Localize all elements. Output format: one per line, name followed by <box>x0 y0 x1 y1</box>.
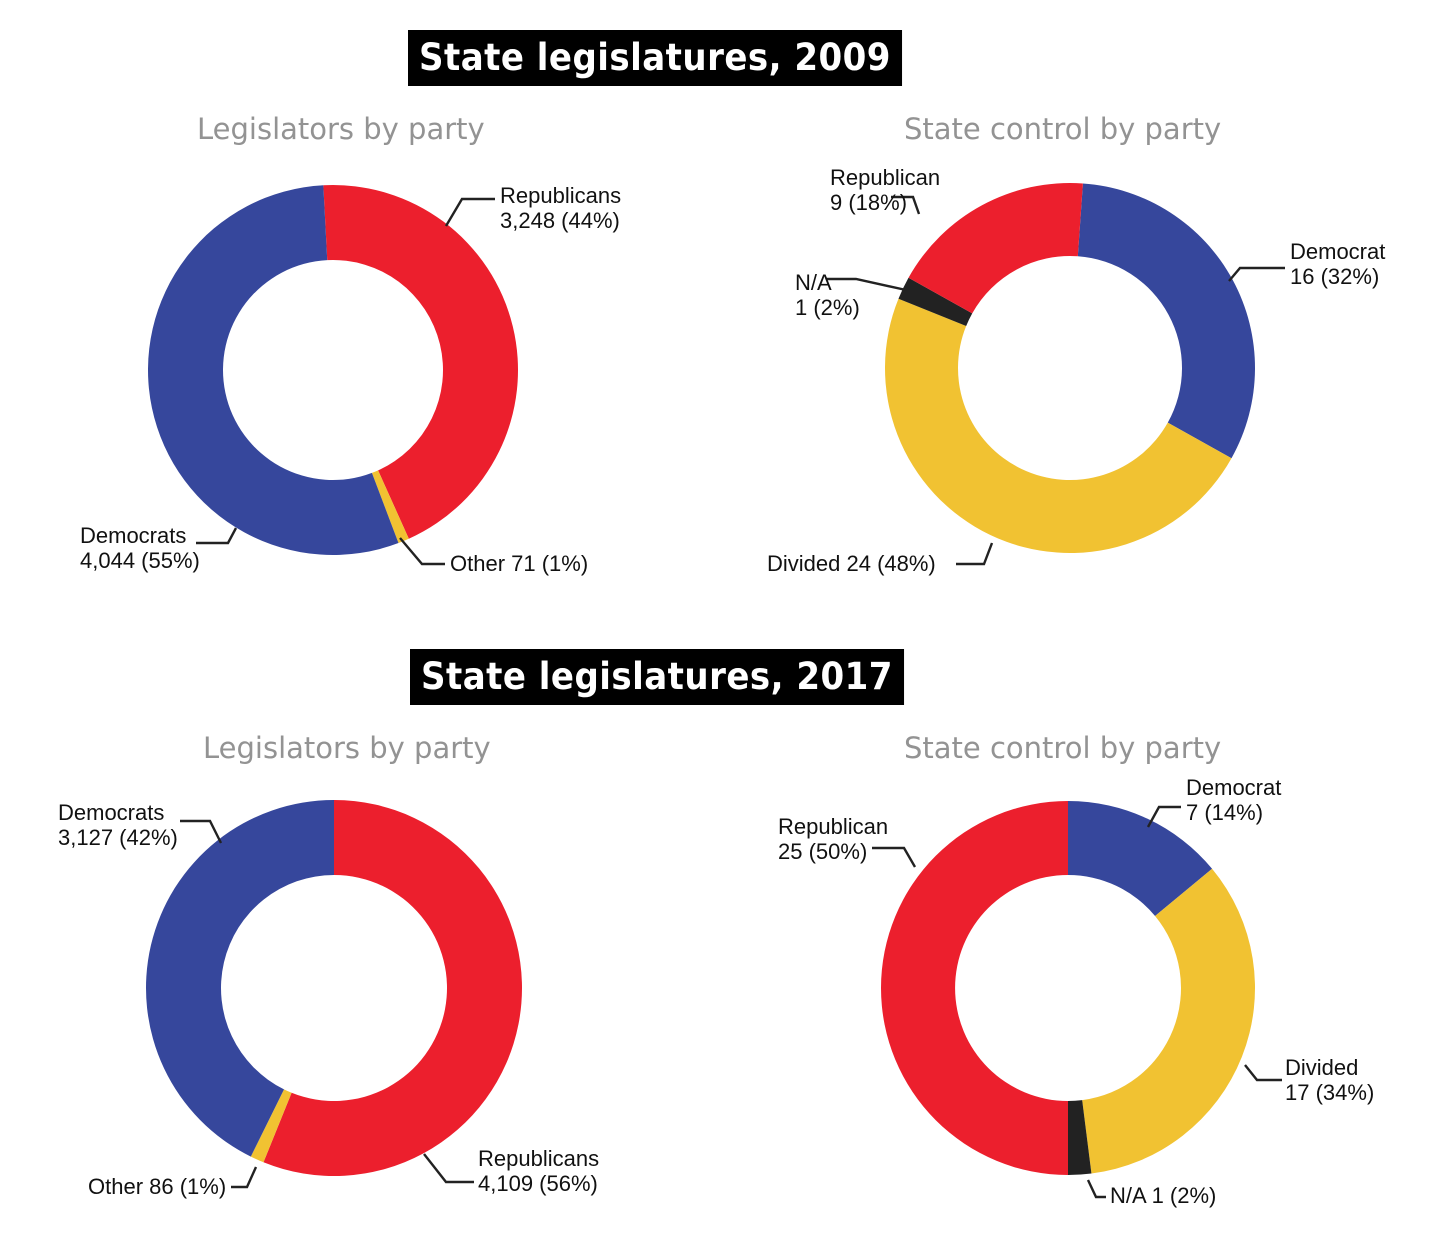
data-label-democrat: Democrat 16 (32%) <box>1290 239 1385 289</box>
data-label-name: Divided 24 (48%) <box>767 551 936 576</box>
data-label-value: 25 (50%) <box>778 839 867 864</box>
data-label-value: 3,127 (42%) <box>58 825 178 850</box>
data-label-value: 1 (2%) <box>795 295 860 320</box>
data-label-democrats: Democrats 4,044 (55%) <box>80 523 200 573</box>
data-label-value: 4,109 (56%) <box>478 1171 598 1196</box>
data-label-name: Republicans <box>478 1146 599 1171</box>
data-label-other: Other 71 (1%) <box>450 551 588 576</box>
leader-line-democrat <box>1228 266 1285 282</box>
data-label-other: Other 86 (1%) <box>88 1174 226 1199</box>
section-banner-2017: State legislatures, 2017 <box>410 649 904 705</box>
leader-line-n-a <box>1086 1179 1106 1199</box>
donut-slice-other <box>371 470 409 544</box>
data-label-name: Democrats <box>80 523 186 548</box>
donut-slice-divided <box>1082 868 1255 1174</box>
data-label-name: Republican <box>778 814 888 839</box>
data-label-value: 9 (18%) <box>830 190 907 215</box>
data-label-value: 4,044 (55%) <box>80 548 200 573</box>
data-label-name: Democrats <box>58 800 164 825</box>
leader-line-republican <box>872 846 917 868</box>
data-label-name: Republican <box>830 165 940 190</box>
data-label-republican: Republican 25 (50%) <box>778 814 888 864</box>
data-label-value: 16 (32%) <box>1290 264 1379 289</box>
data-label-name: Democrat <box>1186 775 1281 800</box>
section-banner-2009: State legislatures, 2009 <box>408 30 902 86</box>
data-label-name: N/A 1 (2%) <box>1110 1183 1216 1208</box>
leader-line-republicans <box>423 1153 474 1184</box>
data-label-name: Democrat <box>1290 239 1385 264</box>
data-label-name: Other 71 (1%) <box>450 551 588 576</box>
donut-slice-republican <box>881 801 1068 1175</box>
leader-line-divided <box>1244 1064 1282 1082</box>
data-label-divided: Divided 24 (48%) <box>767 551 936 576</box>
donut-chart-2009-control: Democrat 16 (32%) Divided 24 (48%) N/A 1 (2%… <box>767 165 1385 576</box>
donut-slice-democrat <box>1068 801 1213 916</box>
leader-line-other <box>399 537 445 566</box>
leader-line-democrats <box>180 819 223 844</box>
donut-chart-2017-legislators: Republicans 4,109 (56%) Other 86 (1%) Democ… <box>58 799 599 1199</box>
data-label-republicans: Republicans 3,248 (44%) <box>500 183 621 233</box>
donut-slice-democrats <box>146 799 334 1157</box>
data-label-republican: Republican 9 (18%) <box>830 165 940 215</box>
donut-slice-other <box>250 1089 292 1163</box>
data-label-name: Other 86 (1%) <box>88 1174 226 1199</box>
data-label-divided: Divided 17 (34%) <box>1285 1055 1374 1105</box>
data-label-n-a: N/A 1 (2%) <box>1110 1183 1216 1208</box>
data-label-n-a: N/A 1 (2%) <box>795 270 860 320</box>
chart-title-2009-legislators: Legislators by party <box>197 112 485 146</box>
data-label-republicans: Republicans 4,109 (56%) <box>478 1146 599 1196</box>
donut-slice-republican <box>908 183 1083 314</box>
chart-title-2017-legislators: Legislators by party <box>203 731 491 765</box>
donut-slice-n-a <box>898 277 973 327</box>
leader-line-democrat <box>1146 805 1181 828</box>
donut-slice-democrats <box>147 185 399 555</box>
leader-line-other <box>231 1166 258 1189</box>
leader-line-divided <box>956 542 994 566</box>
data-label-name: Divided <box>1285 1055 1358 1080</box>
leader-line-republican <box>891 195 921 215</box>
chart-title-2017-control: State control by party <box>904 731 1222 765</box>
leader-line-democrats <box>196 527 238 545</box>
donut-chart-2017-control: Democrat 7 (14%) Divided 17 (34%) N/A 1 (2%)… <box>778 775 1374 1208</box>
donut-slice-republicans <box>263 800 523 1177</box>
data-label-value: 3,248 (44%) <box>500 208 620 233</box>
donut-slice-divided <box>885 298 1232 553</box>
donut-slice-republicans <box>323 185 518 539</box>
data-label-value: 17 (34%) <box>1285 1080 1374 1105</box>
leader-line-n-a <box>826 277 907 292</box>
chart-title-2009-control: State control by party <box>904 112 1222 146</box>
donut-chart-2009-legislators: Republicans 3,248 (44%) Other 71 (1%) Democ… <box>80 183 621 576</box>
data-label-democrats: Democrats 3,127 (42%) <box>58 800 178 850</box>
leader-line-republicans <box>444 197 495 227</box>
donut-slice-democrat <box>1077 183 1255 459</box>
data-label-name: N/A <box>795 270 832 295</box>
data-label-democrat: Democrat 7 (14%) <box>1186 775 1281 825</box>
data-label-value: 7 (14%) <box>1186 800 1263 825</box>
donut-slice-n-a <box>1068 1100 1092 1175</box>
data-label-name: Republicans <box>500 183 621 208</box>
